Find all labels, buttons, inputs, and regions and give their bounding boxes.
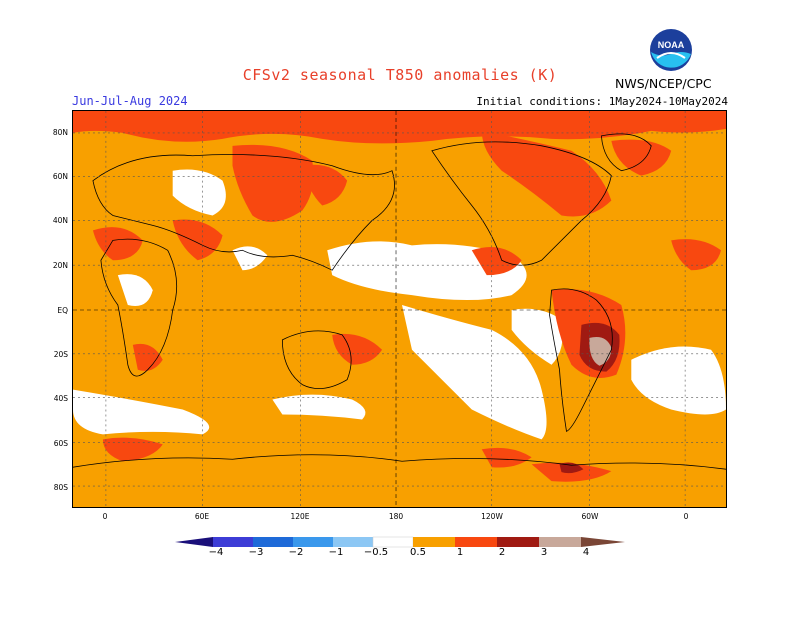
lon-label: 120W: [481, 512, 503, 521]
map-title: CFSv2 seasonal T850 anomalies (K): [242, 66, 558, 84]
legend-label: −0.5: [363, 547, 389, 558]
legend-swatch: [253, 537, 293, 547]
legend-swatch: [333, 537, 373, 547]
legend-label: 0.5: [410, 547, 426, 558]
legend-swatch: [413, 537, 455, 547]
lon-label: 0: [683, 512, 689, 521]
lon-label: 120E: [290, 512, 310, 521]
anomaly-map: [72, 110, 727, 508]
lat-label: 20S: [53, 350, 68, 359]
lat-label: 20N: [52, 261, 68, 270]
legend-label: −2: [288, 547, 304, 558]
graticule: [73, 111, 726, 507]
coastlines: [73, 133, 726, 470]
legend-label: 1: [456, 547, 464, 558]
legend-label: −4: [208, 547, 224, 558]
legend-swatch: [175, 537, 213, 547]
legend-swatch: [213, 537, 253, 547]
lat-label: EQ: [57, 306, 68, 315]
legend-swatch: [581, 537, 625, 547]
lat-label: 40S: [53, 394, 68, 403]
legend-label: −1: [328, 547, 344, 558]
lon-label: 60E: [194, 512, 210, 521]
legend-swatch: [539, 537, 581, 547]
warm-background: [73, 111, 726, 507]
lat-label: 80N: [52, 128, 68, 137]
lat-label: 40N: [52, 216, 68, 225]
noaa-logo: NOAA: [650, 29, 692, 71]
lon-label: 180: [388, 512, 404, 521]
legend-swatch: [497, 537, 539, 547]
lon-label: 60W: [581, 512, 599, 521]
legend-swatch: [455, 537, 497, 547]
legend-swatch: [293, 537, 333, 547]
legend-label: 3: [540, 547, 548, 558]
color-legend: [175, 536, 625, 548]
logo-text: NOAA: [658, 40, 685, 50]
legend-swatch: [372, 536, 414, 548]
very-strong-warm-region: [589, 336, 612, 366]
lat-label: 60N: [52, 172, 68, 181]
legend-label: 4: [582, 547, 590, 558]
legend-label: −3: [248, 547, 264, 558]
lon-label: 0: [102, 512, 108, 521]
forecast-period: Jun-Jul-Aug 2024: [72, 94, 188, 108]
legend-label: 2: [498, 547, 506, 558]
initial-conditions: Initial conditions: 1May2024-10May2024: [476, 95, 728, 108]
lat-label: 60S: [53, 439, 68, 448]
lat-label: 80S: [53, 483, 68, 492]
agency-label: NWS/NCEP/CPC: [615, 76, 712, 91]
